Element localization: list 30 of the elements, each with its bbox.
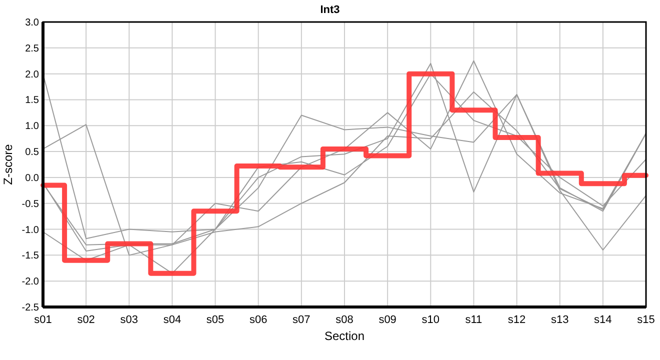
x-tick-label: s01 <box>34 314 52 326</box>
x-tick-label: s10 <box>422 314 440 326</box>
y-tick-label: 2.5 <box>25 43 40 54</box>
x-tick-label: s09 <box>378 314 396 326</box>
y-tick-label: 0.5 <box>25 147 40 158</box>
x-tick-label: s04 <box>163 314 182 326</box>
x-tick-label: s03 <box>120 314 138 326</box>
y-tick-label: 3.0 <box>25 18 40 28</box>
y-tick-label: -1.5 <box>22 250 40 262</box>
x-tick-label: s02 <box>77 314 95 326</box>
x-tick-label: s08 <box>336 314 354 326</box>
y-tick-label: -0.5 <box>22 198 40 210</box>
x-tick-label: s11 <box>465 314 482 326</box>
x-tick-label: s14 <box>594 314 612 326</box>
x-tick-label: s12 <box>508 314 526 326</box>
y-tick-label: -2.0 <box>22 276 40 288</box>
y-tick-label: 2.0 <box>25 69 40 80</box>
x-axis-title: Section <box>324 329 365 343</box>
x-tick-label: s06 <box>249 314 268 326</box>
y-axis-title: Z-score <box>1 144 15 185</box>
x-tick-label: s05 <box>206 314 224 326</box>
y-tick-label: -2.5 <box>22 302 40 314</box>
chart-title: Int3 <box>320 4 340 16</box>
y-tick-label: 0.0 <box>25 172 40 184</box>
y-tick-label: 1.0 <box>25 121 40 132</box>
x-tick-label: s13 <box>550 314 569 326</box>
x-tick-label: s15 <box>637 314 655 326</box>
y-tick-label: -1.0 <box>22 224 40 236</box>
x-tick-label: s07 <box>292 314 310 326</box>
y-tick-label: 1.5 <box>25 95 40 106</box>
